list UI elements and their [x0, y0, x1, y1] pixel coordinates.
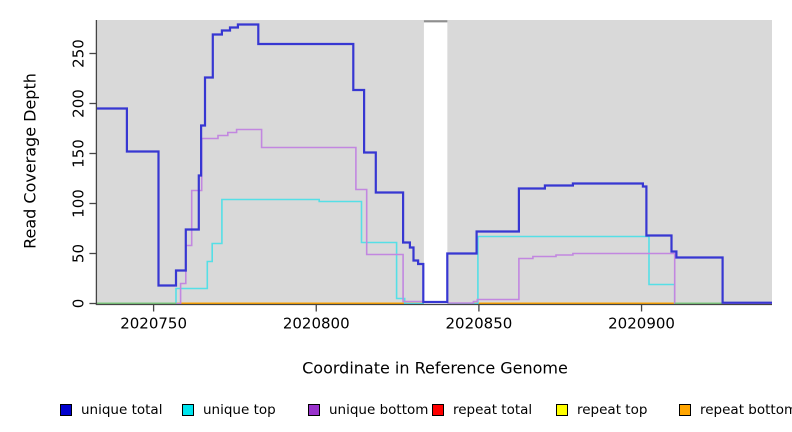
y-tick-label: 0	[69, 299, 87, 309]
x-tick-label: 2020750	[120, 315, 187, 333]
y-tick-label: 200	[69, 89, 87, 118]
x-tick-label: 2020900	[608, 315, 675, 333]
legend-swatch-repeat-top	[556, 404, 568, 416]
x-axis-title: Coordinate in Reference Genome	[302, 358, 568, 378]
y-tick-label: 100	[69, 189, 87, 218]
legend-item-unique-bottom: unique bottom	[308, 401, 428, 419]
y-tick-label: 50	[69, 244, 87, 263]
legend-swatch-repeat-bottom	[679, 404, 691, 416]
legend-label: repeat bottom	[700, 402, 792, 418]
y-axis-title: Read Coverage Depth	[20, 73, 40, 249]
legend-item-repeat-bottom: repeat bottom	[679, 401, 792, 419]
legend-label: unique total	[81, 402, 163, 418]
legend-item-unique-total: unique total	[60, 401, 162, 419]
legend-label: repeat top	[577, 402, 648, 418]
legend-item-repeat-top: repeat top	[556, 401, 647, 419]
legend-label: repeat total	[453, 402, 533, 418]
x-tick-label: 2020850	[445, 315, 512, 333]
series-unique-top-line	[97, 198, 772, 305]
legend-swatch-repeat-total	[432, 404, 444, 416]
legend-label: unique top	[203, 402, 276, 418]
y-tick-label: 250	[69, 39, 87, 68]
legend: unique total unique top unique bottom re…	[0, 401, 792, 421]
coverage-gap-band	[423, 21, 448, 305]
legend-label: unique bottom	[329, 402, 429, 418]
series-unique-total-line	[97, 23, 772, 304]
legend-swatch-unique-total	[60, 404, 72, 416]
legend-item-unique-top: unique top	[182, 401, 276, 419]
legend-swatch-unique-bottom	[308, 404, 320, 416]
x-tick-label: 2020800	[283, 315, 350, 333]
legend-swatch-unique-top	[182, 404, 194, 416]
legend-item-repeat-total: repeat total	[432, 401, 532, 419]
y-tick-label: 150	[69, 139, 87, 168]
